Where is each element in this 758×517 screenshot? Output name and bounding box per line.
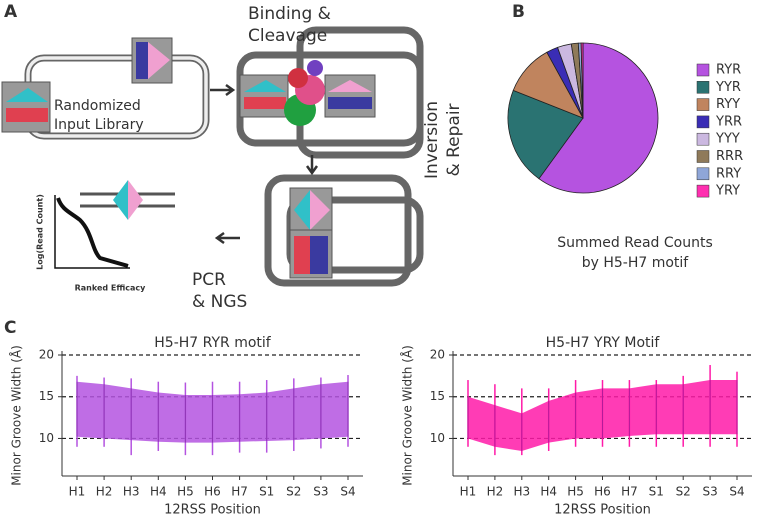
label: 15 xyxy=(39,389,54,403)
label: Randomized xyxy=(54,98,141,114)
legend-swatch xyxy=(696,81,710,94)
label: B xyxy=(512,2,525,22)
label: RRY xyxy=(716,166,741,181)
label: H4 xyxy=(150,485,167,499)
legend-swatch xyxy=(696,150,710,163)
label: & NGS xyxy=(192,292,247,312)
label: S2 xyxy=(676,485,691,499)
label: H5-H7 RYR motif xyxy=(154,335,272,351)
label: S3 xyxy=(702,485,717,499)
legend-swatch xyxy=(696,115,710,129)
label: H3 xyxy=(513,485,530,499)
label: 10 xyxy=(39,431,54,445)
label: Log(Read Count) xyxy=(36,194,45,270)
label: S4 xyxy=(729,485,744,499)
label: Ranked Efficacy xyxy=(75,284,147,293)
label: Input Library xyxy=(54,117,144,133)
label: H6 xyxy=(594,485,611,499)
label: Summed Read Counts xyxy=(557,235,712,251)
label: H4 xyxy=(540,485,557,499)
label: H7 xyxy=(231,485,248,499)
label: A xyxy=(4,2,18,22)
label: Minor Groove Width (Å) xyxy=(9,345,24,486)
label: H6 xyxy=(204,485,221,499)
label: 15 xyxy=(430,389,445,403)
label: Inversion xyxy=(422,101,442,179)
label: C xyxy=(4,318,16,338)
label: S3 xyxy=(313,485,328,499)
label: 12RSS Position xyxy=(554,503,651,517)
label: H7 xyxy=(621,485,638,499)
label: Binding & xyxy=(248,4,331,24)
legend-swatch xyxy=(696,184,710,198)
label: 20 xyxy=(430,348,445,362)
label: RYY xyxy=(716,97,740,112)
label: H5 xyxy=(567,485,584,499)
legend-swatch xyxy=(696,132,710,146)
label: H3 xyxy=(123,485,140,499)
legend-swatch xyxy=(696,63,710,77)
label: Cleavage xyxy=(248,26,327,46)
label: RYR xyxy=(716,63,741,78)
pie-slice xyxy=(538,42,659,194)
legend-swatch xyxy=(696,167,710,181)
label: YYR xyxy=(715,80,741,95)
label: H1 xyxy=(69,485,86,499)
label: YRR xyxy=(715,114,742,129)
diagram-shapes xyxy=(1,26,424,287)
label: H5 xyxy=(177,485,194,499)
label: by H5-H7 motif xyxy=(582,255,690,271)
label: S2 xyxy=(286,485,301,499)
label: RRR xyxy=(716,149,743,164)
label: YYY xyxy=(715,132,740,147)
label: Minor Groove Width (Å) xyxy=(400,345,415,486)
pie-slice xyxy=(507,89,584,180)
label: 20 xyxy=(39,348,54,362)
label: YRY xyxy=(715,184,740,199)
label: H5-H7 YRY Motif xyxy=(546,335,661,351)
label: H2 xyxy=(487,485,504,499)
label: H2 xyxy=(96,485,113,499)
label: S1 xyxy=(649,485,664,499)
label: 12RSS Position xyxy=(164,503,261,517)
label: S4 xyxy=(340,485,355,499)
label: & Repair xyxy=(444,103,464,176)
legend-swatch xyxy=(696,98,710,111)
pie-slice xyxy=(580,42,584,119)
label: S1 xyxy=(259,485,274,499)
label: 10 xyxy=(430,431,445,445)
label: PCR xyxy=(192,270,226,290)
label: H1 xyxy=(460,485,477,499)
